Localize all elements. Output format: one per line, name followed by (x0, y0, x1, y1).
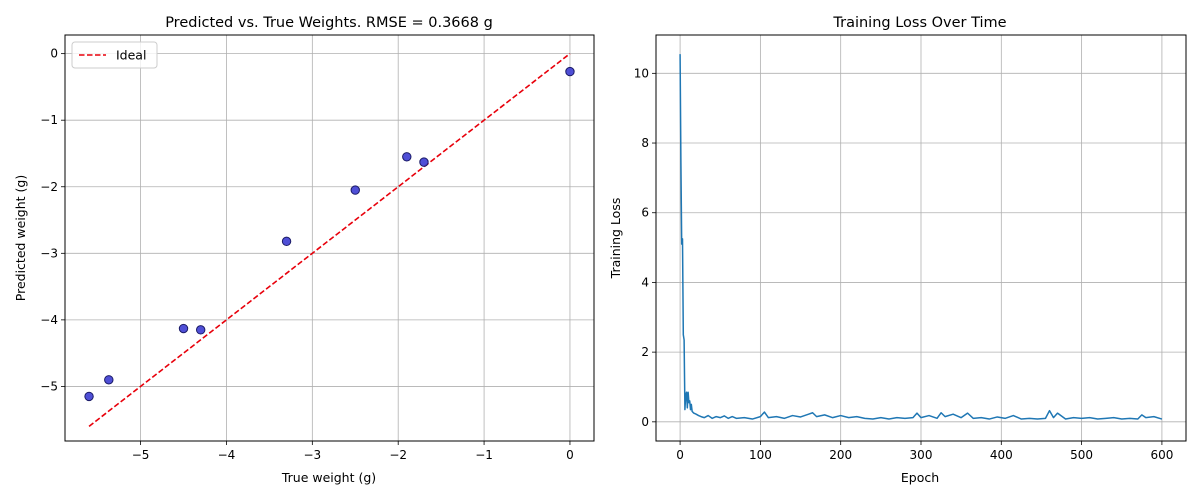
scatter-points (84, 66, 575, 402)
loss-y-tick-label: 6 (641, 206, 649, 220)
scatter-point (84, 391, 94, 402)
loss-line-layer (679, 54, 1163, 420)
loss-x-tick-label: 0 (676, 448, 684, 462)
ideal-line (88, 53, 571, 427)
loss-y-tick-label: 0 (641, 415, 649, 429)
loss-series-line (679, 54, 1163, 420)
scatter-y-tick-label: −3 (40, 246, 58, 260)
loss-y-ticks: 0 2 4 6 8 10 (634, 66, 656, 429)
scatter-y-tick-label: −4 (40, 313, 58, 327)
scatter-point (565, 66, 575, 77)
scatter-point (178, 323, 189, 334)
scatter-x-tick-label: −1 (475, 448, 493, 462)
loss-x-tick-label: 600 (1150, 448, 1173, 462)
scatter-point (402, 152, 412, 162)
scatter-x-ticks: −5 −4 −3 −2 −1 0 (132, 441, 574, 462)
loss-x-axis-label: Epoch (901, 470, 939, 485)
scatter-point (195, 325, 206, 335)
loss-chart: Training Loss Over Time 0 100 200 300 400 500… (608, 15, 1187, 485)
legend-box (71, 41, 158, 69)
loss-x-tick-label: 100 (749, 448, 772, 462)
scatter-point (281, 236, 292, 247)
loss-x-ticks: 0 100 200 300 400 500 600 (676, 441, 1173, 462)
scatter-x-axis-label: True weight (g) (281, 470, 376, 485)
loss-y-tick-label: 10 (634, 66, 649, 80)
scatter-x-tick-label: 0 (566, 448, 574, 462)
ideal-line-layer (88, 53, 571, 427)
scatter-point (419, 157, 429, 167)
scatter-legend: Ideal (71, 41, 158, 69)
scatter-y-axis-label: Predicted weight (g) (13, 175, 28, 301)
loss-x-tick-label: 200 (829, 448, 852, 462)
legend-ideal-label: Ideal (116, 48, 146, 63)
scatter-plot-area (64, 34, 595, 442)
loss-y-tick-label: 4 (641, 275, 649, 289)
scatter-x-tick-label: −3 (303, 448, 321, 462)
scatter-point (350, 185, 360, 195)
scatter-x-tick-label: −4 (218, 448, 236, 462)
loss-y-tick-label: 2 (641, 345, 649, 359)
scatter-x-tick-label: −5 (132, 448, 150, 462)
scatter-chart: Predicted vs. True Weights. RMSE = 0.366… (13, 15, 595, 485)
loss-y-tick-label: 8 (641, 136, 649, 150)
scatter-y-tick-label: −5 (40, 379, 58, 393)
scatter-y-tick-label: 0 (50, 47, 58, 61)
scatter-y-tick-label: −1 (40, 113, 58, 127)
loss-grid (656, 35, 1186, 441)
scatter-point (104, 375, 114, 385)
loss-y-axis-label: Training Loss (608, 198, 623, 280)
loss-x-tick-label: 300 (910, 448, 933, 462)
scatter-y-ticks: −5 −4 −3 −2 −1 0 (40, 47, 65, 393)
loss-x-tick-label: 500 (1070, 448, 1093, 462)
scatter-x-tick-label: −2 (389, 448, 407, 462)
loss-x-tick-label: 400 (990, 448, 1013, 462)
loss-chart-title: Training Loss Over Time (832, 15, 1006, 31)
scatter-y-tick-label: −2 (40, 180, 58, 194)
scatter-chart-title: Predicted vs. True Weights. RMSE = 0.366… (165, 15, 493, 31)
